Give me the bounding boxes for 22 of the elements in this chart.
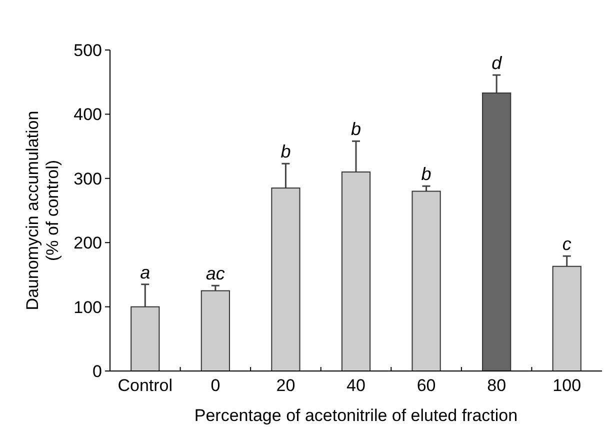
y-tick-label: 0 [92, 362, 102, 381]
x-axis-title: Percentage of acetonitrile of eluted fraction [194, 406, 518, 425]
annotation: a [140, 262, 150, 282]
x-tick-label: 100 [552, 376, 582, 395]
y-tick-label: 400 [74, 105, 102, 124]
x-tick-label: Control [118, 376, 173, 395]
annotation: b [421, 164, 432, 184]
x-tick-label: 80 [487, 376, 506, 395]
x-tick-label: 0 [210, 376, 220, 395]
annotation: d [492, 53, 503, 74]
y-tick-label: 100 [74, 298, 102, 317]
y-tick-label: 500 [74, 40, 102, 60]
y-axis-title: Daunomycin accumulation (% of control) [22, 110, 62, 310]
x-tick-label: 40 [346, 376, 366, 395]
annotation: c [562, 234, 572, 254]
x-tick-label: 60 [416, 376, 436, 395]
annotation: ac [206, 264, 225, 284]
x-tick-label: 20 [276, 376, 296, 395]
annotation: b [280, 142, 291, 162]
annotation: b [350, 119, 362, 140]
y-tick-label: 200 [74, 234, 102, 253]
y-tick-label: 300 [74, 169, 102, 188]
